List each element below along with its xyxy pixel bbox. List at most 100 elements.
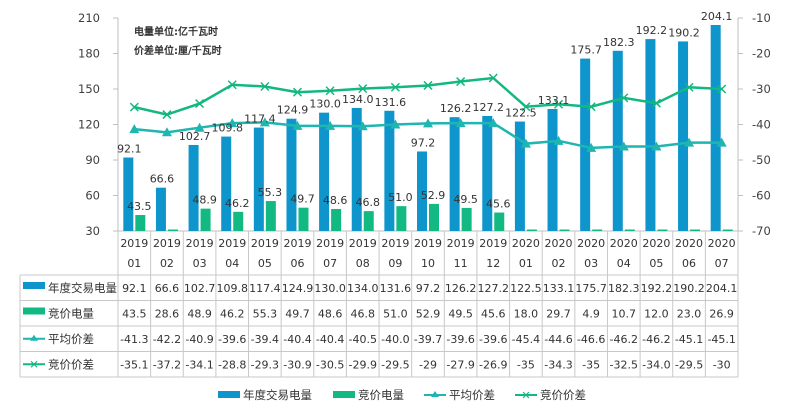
table-cell: 130.0 (314, 282, 346, 295)
table-cell: 49.7 (285, 307, 310, 320)
label-annual-volume: 66.6 (150, 173, 175, 186)
bar-bidding-volume (526, 229, 537, 231)
label-annual-volume: 126.2 (440, 102, 472, 115)
bar-bidding-volume (265, 201, 276, 231)
label-bidding-volume: 55.3 (258, 186, 283, 199)
category-month: 05 (649, 257, 663, 270)
category-month: 03 (584, 257, 598, 270)
x-marker (521, 102, 531, 112)
bar-annual-volume (482, 115, 493, 231)
right-tick-label: -70 (752, 224, 771, 238)
bar-bidding-volume (461, 207, 472, 231)
table-cell: -39.6 (479, 333, 507, 346)
table-cell: -29.5 (381, 358, 409, 371)
bar-bidding-volume (722, 229, 733, 231)
label-annual-volume: 109.8 (211, 122, 243, 135)
table-cell: 122.5 (510, 282, 542, 295)
table-cell: -30.5 (316, 358, 344, 371)
label-annual-volume: 133.1 (538, 94, 570, 107)
x-marker (129, 102, 139, 112)
table-cell: -30.9 (283, 358, 311, 371)
table-cell: -29.5 (675, 358, 703, 371)
triangle-marker (259, 117, 270, 127)
left-tick-label: 90 (85, 153, 100, 167)
category-month: 04 (225, 257, 239, 270)
category-year: 2019 (218, 237, 246, 250)
category-year: 2019 (283, 237, 311, 250)
triangle-marker (455, 118, 466, 128)
table-cell: 175.7 (575, 282, 607, 295)
table-cell: 29.7 (546, 307, 571, 320)
table-cell: -42.2 (153, 333, 181, 346)
bar-bidding-volume (624, 229, 635, 231)
x-marker (651, 98, 661, 108)
label-annual-volume: 97.2 (411, 136, 436, 149)
x-marker (456, 77, 466, 87)
x-marker (619, 93, 629, 103)
table-cell: 51.0 (383, 307, 408, 320)
table-cell: 18.0 (514, 307, 539, 320)
category-year: 2019 (316, 237, 344, 250)
label-annual-volume: 102.7 (179, 130, 211, 143)
category-year: 2020 (545, 237, 573, 250)
table-cell: 45.6 (481, 307, 506, 320)
triangle-marker (30, 334, 38, 341)
table-cell: -37.2 (153, 358, 181, 371)
right-tick-label: -40 (752, 118, 771, 132)
x-marker (553, 99, 564, 109)
table-cell: 48.9 (187, 307, 212, 320)
legend: 年度交易电量 竞价电量 平均价差 竞价价差 (218, 388, 586, 402)
triangle-marker (520, 138, 531, 148)
bar-annual-volume (286, 118, 297, 231)
triangle-marker (553, 135, 564, 145)
label-annual-volume: 131.6 (375, 96, 407, 109)
bar-annual-volume (514, 121, 525, 231)
table-cell: 12.0 (644, 307, 669, 320)
table-cell: 55.3 (253, 307, 278, 320)
bar-bidding-volume (331, 208, 342, 231)
left-tick-label: 210 (78, 11, 100, 25)
table-cell: -29.3 (251, 358, 279, 371)
table-cell: -45.1 (675, 333, 703, 346)
triangle-marker (431, 391, 439, 397)
category-year: 2020 (675, 237, 703, 250)
table-cell: -30 (713, 358, 731, 371)
table-cell: 102.7 (184, 282, 216, 295)
triangle-marker (618, 141, 629, 151)
table-cell: -39.7 (414, 333, 442, 346)
right-tick-label: -20 (752, 47, 771, 61)
table-cell: 126.2 (445, 282, 477, 295)
label-annual-volume: 182.3 (603, 36, 635, 49)
category-year: 2019 (186, 237, 214, 250)
lines (129, 73, 727, 152)
table-cell: 23.0 (677, 307, 702, 320)
triangle-marker (325, 120, 336, 130)
table-cell: -34.1 (185, 358, 213, 371)
table-cell: -35.1 (120, 358, 148, 371)
table-cell: -27.9 (446, 358, 474, 371)
bar-bidding-volume (167, 229, 178, 231)
bar-annual-volume (678, 41, 689, 232)
label-bidding-volume: 45.6 (486, 198, 511, 211)
table-cell: 52.9 (416, 307, 441, 320)
label-bidding-volume: 52.9 (421, 189, 446, 202)
unit-annotations: 电量单位:亿千瓦时 价差单位:厘/千瓦时 (134, 25, 222, 57)
x-marker (390, 82, 400, 92)
x-marker (162, 110, 172, 120)
table-series-name: 平均价差 (48, 332, 94, 346)
label-annual-volume: 190.2 (668, 26, 700, 39)
table-cell: 204.1 (706, 282, 738, 295)
x-marker (227, 80, 237, 90)
x-marker (325, 86, 335, 96)
table-cell: -45.1 (707, 333, 735, 346)
table-cell: 26.9 (709, 307, 734, 320)
table-cell: 192.2 (641, 282, 673, 295)
left-tick-label: 120 (78, 118, 100, 132)
table-cell: -29 (419, 358, 437, 371)
table-cell: -40.9 (185, 333, 213, 346)
label-annual-volume: 92.1 (117, 143, 142, 156)
label-annual-volume: 124.9 (277, 104, 309, 117)
legend-swatch (218, 391, 240, 398)
